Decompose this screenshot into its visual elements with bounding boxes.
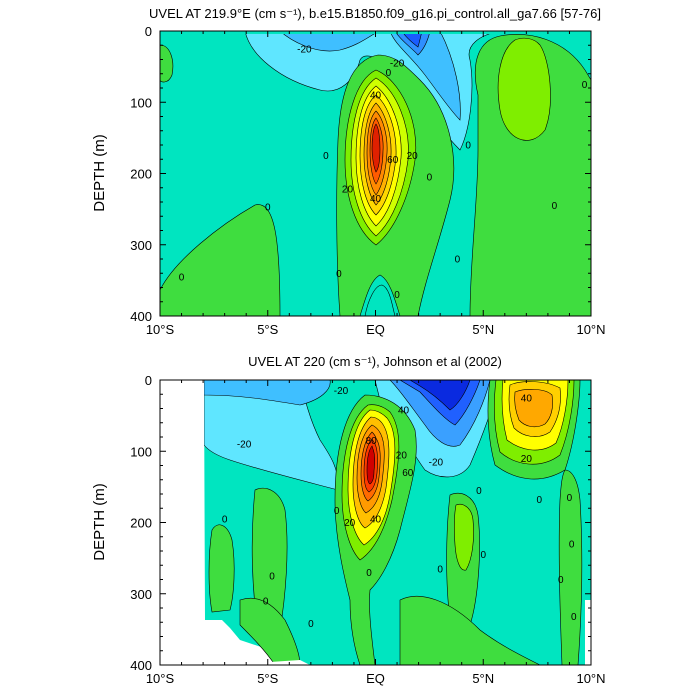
x-axis-observed: 10°S 5°S EQ 5°N 10°N bbox=[146, 380, 606, 686]
contour-label: -20 bbox=[334, 386, 349, 397]
contour-neg-20 bbox=[279, 31, 381, 52]
chart-title-observed: UVEL AT 220 (cm s⁻¹), Johnson et al (200… bbox=[248, 354, 502, 369]
contour-label: 40 bbox=[370, 514, 382, 525]
contour-label: 0 bbox=[222, 514, 228, 525]
contour-label: 0 bbox=[552, 201, 558, 212]
contour-label: -20 bbox=[390, 59, 405, 70]
y-tick-label: 200 bbox=[130, 516, 152, 531]
contour-label: 0 bbox=[582, 80, 588, 91]
contour-label: 0 bbox=[336, 269, 342, 280]
x-tick-label: 5°N bbox=[472, 322, 494, 337]
missing-data-east bbox=[585, 600, 591, 665]
contour-label: 20 bbox=[342, 185, 354, 196]
contour-label: 20 bbox=[344, 518, 356, 529]
contour-label: 20 bbox=[407, 151, 419, 162]
contour-label: 40 bbox=[370, 194, 382, 205]
contour-label: 0 bbox=[265, 202, 271, 213]
contour-pos-0-tongue-d bbox=[208, 524, 235, 613]
contour-label: 0 bbox=[366, 568, 372, 579]
y-tick-label: 300 bbox=[130, 587, 152, 602]
contour-label: 60 bbox=[402, 468, 414, 479]
contour-label: 0 bbox=[427, 173, 433, 184]
contour-pos-0-deep-south bbox=[239, 597, 301, 665]
contour-neg-40-mid bbox=[409, 380, 471, 411]
contour-neg-20-west bbox=[203, 380, 331, 406]
contour-label: 0 bbox=[269, 571, 275, 582]
contour-label: 0 bbox=[569, 539, 575, 550]
contour-label: 0 bbox=[571, 612, 577, 623]
contour-pos-10-east bbox=[497, 37, 551, 141]
contour-label: 40 bbox=[398, 405, 410, 416]
x-tick-label: 5°S bbox=[257, 671, 278, 686]
x-tick-label: 10°N bbox=[576, 671, 605, 686]
contour-neg-20b bbox=[389, 31, 461, 121]
panel-model: UVEL AT 219.9°E (cm s⁻¹), b.e15.B1850.f0… bbox=[91, 6, 606, 337]
contour-label: 40 bbox=[370, 91, 382, 102]
contour-label: 0 bbox=[558, 575, 564, 586]
contour-label: 0 bbox=[536, 495, 542, 506]
contour-label: 0 bbox=[437, 564, 443, 575]
contour-pos-80 bbox=[366, 445, 375, 485]
y-tick-label: 100 bbox=[130, 444, 152, 459]
contour-label: -20 bbox=[297, 44, 312, 55]
y-axis-title-model: DEPTH (m) bbox=[91, 134, 108, 212]
contour-label: 0 bbox=[480, 550, 486, 561]
contour-neg-10-west bbox=[203, 380, 339, 491]
y-tick-label: 0 bbox=[145, 24, 152, 39]
contour-fill-model bbox=[160, 31, 591, 316]
contour-labels-observed: -20 40 40 -20 80 20 60 -20 20 0 0 0 0 20 40 0 0 0 0 0 0 0 0 0 0 bbox=[222, 386, 577, 630]
contour-pos-40-east bbox=[514, 389, 553, 428]
x-tick-label: 5°S bbox=[257, 322, 278, 337]
y-tick-label: 0 bbox=[145, 373, 152, 388]
contour-label: 0 bbox=[263, 596, 269, 607]
contour-label: 20 bbox=[396, 450, 408, 461]
contour-label: 0 bbox=[334, 506, 340, 517]
x-tick-label: EQ bbox=[366, 671, 385, 686]
contour-pos-0-deep-east bbox=[399, 596, 541, 665]
y-tick-label: 400 bbox=[130, 658, 152, 673]
contour-label: -20 bbox=[237, 440, 252, 451]
contour-label: 0 bbox=[394, 290, 400, 301]
contour-label: 0 bbox=[455, 255, 461, 266]
x-tick-label: 5°N bbox=[472, 671, 494, 686]
chart-title-model: UVEL AT 219.9°E (cm s⁻¹), b.e15.B1850.f0… bbox=[149, 6, 601, 21]
y-tick-label: 400 bbox=[130, 309, 152, 324]
contour-label: 0 bbox=[308, 619, 314, 630]
missing-data-bottom bbox=[270, 660, 310, 665]
contour-label: 0 bbox=[386, 68, 392, 79]
panel-observed: UVEL AT 220 (cm s⁻¹), Johnson et al (200… bbox=[91, 354, 606, 686]
contour-pos-0-nw bbox=[160, 44, 174, 83]
contour-pos-10-tongue-b bbox=[454, 503, 474, 571]
x-tick-label: EQ bbox=[366, 322, 385, 337]
x-tick-label: 10°S bbox=[146, 671, 175, 686]
y-tick-label: 200 bbox=[130, 167, 152, 182]
contour-label: 0 bbox=[476, 486, 482, 497]
contour-label: 80 bbox=[366, 436, 378, 447]
contour-fill-observed bbox=[160, 380, 591, 665]
y-axis-title-observed: DEPTH (m) bbox=[91, 483, 108, 561]
contour-neg-eq-lower bbox=[364, 284, 396, 316]
contour-label: 0 bbox=[465, 141, 471, 152]
contour-label: 20 bbox=[521, 454, 533, 465]
x-axis-model: 10°S 5°S EQ 5°N 10°N bbox=[146, 31, 606, 337]
contour-pos-80 bbox=[371, 123, 381, 173]
x-tick-label: 10°S bbox=[146, 322, 175, 337]
contour-label: 60 bbox=[387, 155, 399, 166]
contour-label: 0 bbox=[323, 151, 329, 162]
contour-pos-0-tongue-c bbox=[558, 469, 583, 665]
x-tick-label: 10°N bbox=[576, 322, 605, 337]
contour-label: 0 bbox=[567, 493, 573, 504]
missing-data-sw bbox=[160, 380, 222, 665]
contour-label: -20 bbox=[429, 457, 444, 468]
contour-label: 40 bbox=[521, 393, 533, 404]
contour-label: 0 bbox=[179, 272, 185, 283]
y-tick-label: 300 bbox=[130, 238, 152, 253]
contour-pos-0-west bbox=[160, 204, 281, 316]
y-tick-label: 100 bbox=[130, 95, 152, 110]
